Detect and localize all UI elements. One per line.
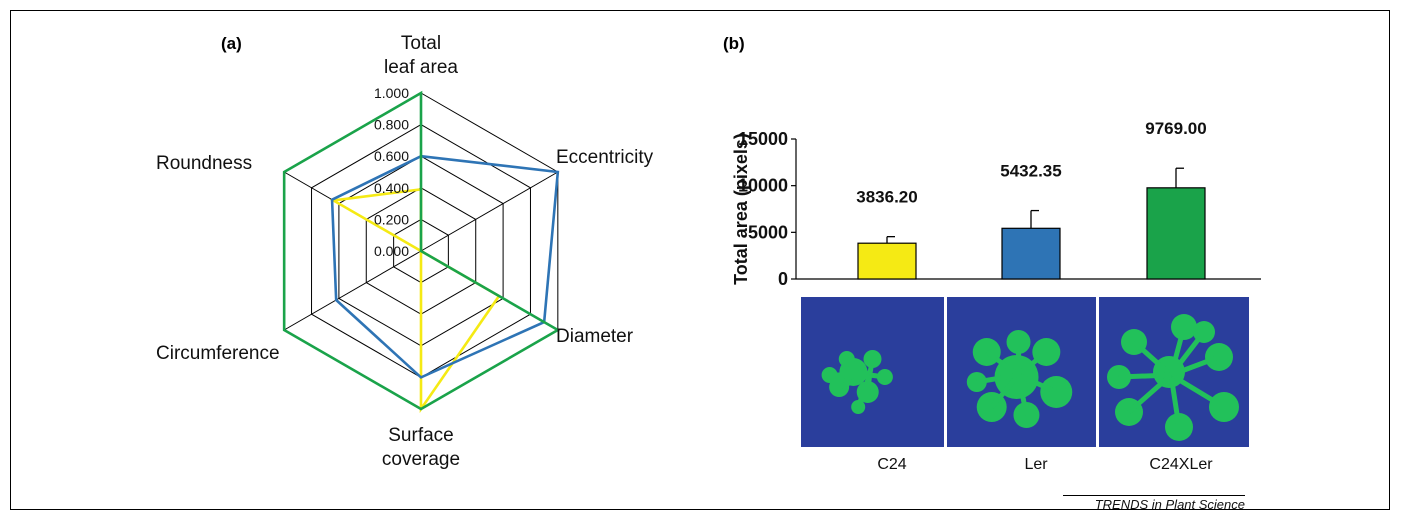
- plant-stem-shape: [1132, 340, 1173, 377]
- radar-axis-label-line: Circumference: [156, 343, 280, 364]
- plant-leaf-shape: [821, 367, 838, 383]
- plant-stem-shape: [1016, 374, 1029, 416]
- bar-y-tick-label: 10000: [738, 176, 788, 196]
- radar-axis-label-line: Eccentricity: [556, 147, 654, 168]
- radar-axis-label: Eccentricity: [556, 147, 654, 168]
- figure-frame: (a) 0.000 0.200 0.400 0.600 0.800 1.000 Total…: [10, 10, 1390, 512]
- radar-tick-label: 0.200: [374, 211, 409, 227]
- radar-tick-label: 0.600: [374, 148, 409, 164]
- bar-category-label: C24: [877, 456, 906, 473]
- radar-axis-label: Circumference: [156, 343, 280, 364]
- bar-category-label: Ler: [1024, 456, 1048, 473]
- plant-stem-shape: [869, 372, 886, 380]
- bar-value-label: 9769.00: [1145, 119, 1206, 138]
- radar-series-2: [282, 90, 561, 411]
- panel-label-a: (a): [221, 34, 242, 53]
- credit-label: TRENDS in Plant Science: [1063, 495, 1245, 512]
- plant-stem-shape: [845, 356, 872, 378]
- bar-value-label: 5432.35: [1000, 162, 1061, 181]
- plant-stem-shape: [1118, 372, 1172, 380]
- radar-series-1: [330, 154, 560, 379]
- radar-axis-label-line: leaf area: [384, 57, 458, 78]
- radar-tick-label: 0.000: [374, 243, 409, 259]
- plant-stem-shape: [1168, 374, 1182, 428]
- radar-axis-label-line: Total: [401, 33, 441, 54]
- radar-tick-label: 0.800: [374, 117, 409, 133]
- plant-image-panel: [947, 297, 1096, 447]
- plant-stem-shape: [855, 374, 872, 408]
- radar-axis-label: Total leaf area: [384, 33, 458, 78]
- bar-value-label: 3836.20: [856, 188, 917, 207]
- plant-leaf-shape: [1040, 376, 1073, 408]
- radar-chart: (a) 0.000 0.200 0.400 0.600 0.800 1.000 Total…: [156, 33, 654, 470]
- plant-stem-shape: [1170, 354, 1220, 378]
- plant-image-panel: [1099, 297, 1249, 447]
- bar-ler: [1001, 227, 1061, 280]
- plant-stem-shape: [1169, 330, 1206, 377]
- bar-y-axis-label: Total area (pixels): [731, 133, 751, 285]
- plant-stem-shape: [1016, 350, 1048, 377]
- plant-image-panel: [801, 297, 944, 447]
- plant-stem-shape: [1017, 372, 1058, 395]
- radar-axis-label-line: Diameter: [556, 326, 634, 347]
- plant-leaf-shape: [1013, 402, 1040, 428]
- radar-spoke: [420, 171, 559, 252]
- bar-y-tick-label: 15000: [738, 129, 788, 149]
- plant-stem-shape: [976, 372, 1019, 385]
- radar-tick-label: 1.000: [374, 85, 409, 101]
- bar-c24xler: [1146, 187, 1206, 280]
- panel-label-b: (b): [723, 34, 745, 53]
- radar-axis-label: Diameter: [556, 326, 634, 347]
- plant-stem-shape: [989, 373, 1021, 409]
- plant-leaf-shape: [966, 372, 987, 392]
- radar-axis-label-line: Roundness: [156, 153, 252, 174]
- plant-stem-shape: [1168, 326, 1187, 376]
- bar-category-label: C24XLer: [1149, 456, 1213, 473]
- plant-stem-shape: [1127, 373, 1173, 414]
- radar-axis-label: Surface coverage: [382, 425, 460, 470]
- radar-axis-label-line: coverage: [382, 449, 460, 470]
- bar-y-tick-label: 0: [778, 269, 788, 289]
- plant-stem-shape: [1169, 372, 1226, 410]
- bar-y-tick-label: 5000: [748, 222, 788, 242]
- radar-tick-label: 0.400: [374, 180, 409, 196]
- radar-axis-label-line: Surface: [388, 425, 453, 446]
- plant-stem-shape: [985, 349, 1020, 378]
- radar-spoke: [283, 250, 422, 331]
- radar-axis-label: Roundness: [156, 153, 252, 174]
- bar-c24: [857, 242, 917, 280]
